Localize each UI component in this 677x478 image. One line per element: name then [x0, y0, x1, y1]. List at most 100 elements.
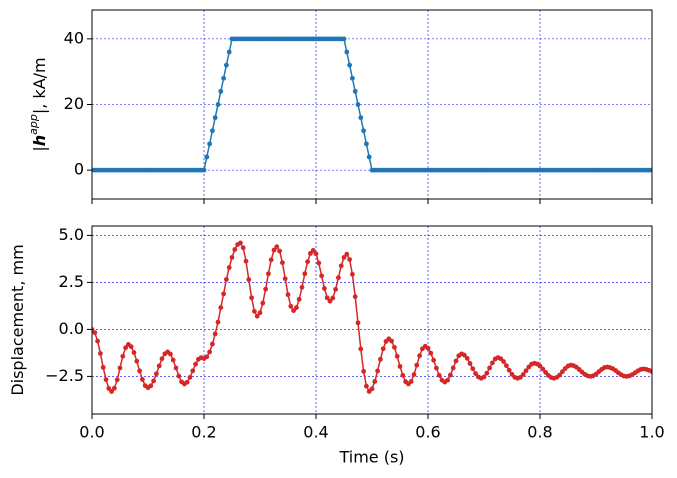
data-point: [649, 369, 652, 374]
data-point: [313, 251, 319, 257]
data-point: [103, 377, 109, 382]
data-point: [190, 368, 196, 374]
y-axis-label-part: h: [30, 135, 49, 146]
y-axis-label-part: Displacement, mm: [8, 244, 27, 395]
data-point: [215, 319, 221, 325]
y-axis-label-part: |, kA/m: [30, 57, 49, 114]
data-point: [114, 377, 120, 383]
data-point: [308, 251, 313, 256]
data-point: [453, 358, 459, 364]
data-point: [106, 386, 112, 391]
data-point: [350, 75, 355, 81]
data-point: [112, 385, 117, 391]
data-point: [305, 259, 310, 265]
data-point: [168, 351, 173, 357]
data-point: [232, 247, 238, 252]
data-point: [355, 102, 361, 107]
data-point: [123, 345, 128, 351]
data-point: [364, 383, 369, 389]
data-point: [397, 364, 403, 369]
data-point: [322, 286, 327, 291]
data-point: [341, 254, 347, 260]
data-point: [240, 245, 246, 251]
data-point: [128, 344, 134, 350]
data-point: [481, 374, 487, 380]
data-point: [509, 371, 515, 377]
data-point: [302, 271, 308, 277]
data-point: [350, 271, 355, 277]
data-point: [212, 115, 218, 121]
data-point: [221, 291, 227, 297]
data-point: [352, 294, 358, 300]
data-point: [560, 369, 565, 375]
data-point: [394, 353, 400, 359]
data-point: [229, 254, 235, 260]
data-point: [434, 365, 439, 371]
x-tick-label: 0.0: [79, 423, 104, 442]
data-point: [226, 265, 232, 270]
data-point: [271, 247, 277, 253]
y-axis-label-part: |: [30, 146, 49, 151]
data-point: [218, 88, 224, 94]
data-point: [462, 352, 467, 358]
data-point: [266, 271, 271, 277]
data-point: [428, 350, 434, 356]
data-point: [296, 296, 302, 302]
data-point: [310, 248, 316, 253]
x-tick-label: 0.6: [415, 423, 440, 442]
data-point: [352, 88, 358, 94]
data-point: [467, 361, 473, 366]
data-point: [504, 363, 509, 369]
data-point: [140, 377, 145, 382]
data-point: [330, 295, 336, 301]
data-point: [294, 305, 299, 310]
x-axis-label: Time (s): [338, 448, 404, 467]
data-point: [134, 358, 140, 364]
data-point: [411, 372, 417, 377]
data-point: [288, 303, 294, 309]
data-point: [154, 371, 159, 377]
y-axis-label: |happ|, kA/m: [27, 57, 49, 151]
x-tick-label: 0.2: [191, 423, 216, 442]
data-point: [400, 372, 406, 378]
data-point: [280, 260, 285, 266]
data-point: [358, 115, 364, 121]
y-tick-label: 2.5: [59, 272, 84, 291]
y-tick-label: 5.0: [59, 225, 84, 244]
y-tick-label: −2.5: [45, 366, 84, 385]
data-point: [484, 370, 490, 376]
data-point: [201, 167, 207, 173]
data-point: [299, 284, 305, 290]
data-point: [473, 371, 478, 376]
data-point: [109, 389, 114, 394]
data-point: [364, 141, 369, 147]
data-point: [389, 338, 394, 344]
data-point: [450, 365, 456, 371]
data-point: [341, 36, 347, 42]
data-point: [344, 251, 350, 257]
data-point: [92, 330, 98, 335]
data-point: [224, 62, 229, 68]
data-point: [277, 248, 282, 254]
data-point: [448, 372, 453, 378]
data-point: [148, 383, 154, 389]
data-point: [263, 286, 268, 292]
data-point: [347, 257, 352, 262]
data-point: [254, 313, 260, 319]
data-point: [204, 354, 210, 360]
data-point: [649, 167, 652, 173]
data-point: [464, 355, 470, 361]
data-point: [355, 320, 361, 326]
x-tick-label: 0.8: [527, 423, 552, 442]
data-point: [380, 346, 386, 352]
data-point: [369, 386, 375, 392]
data-point: [431, 357, 436, 363]
data-point: [204, 154, 210, 160]
data-point: [226, 49, 232, 55]
data-point: [193, 361, 199, 367]
axes-frame: [91, 225, 653, 415]
data-point: [159, 356, 165, 362]
data-point: [372, 379, 378, 384]
plot-area: [92, 240, 652, 394]
